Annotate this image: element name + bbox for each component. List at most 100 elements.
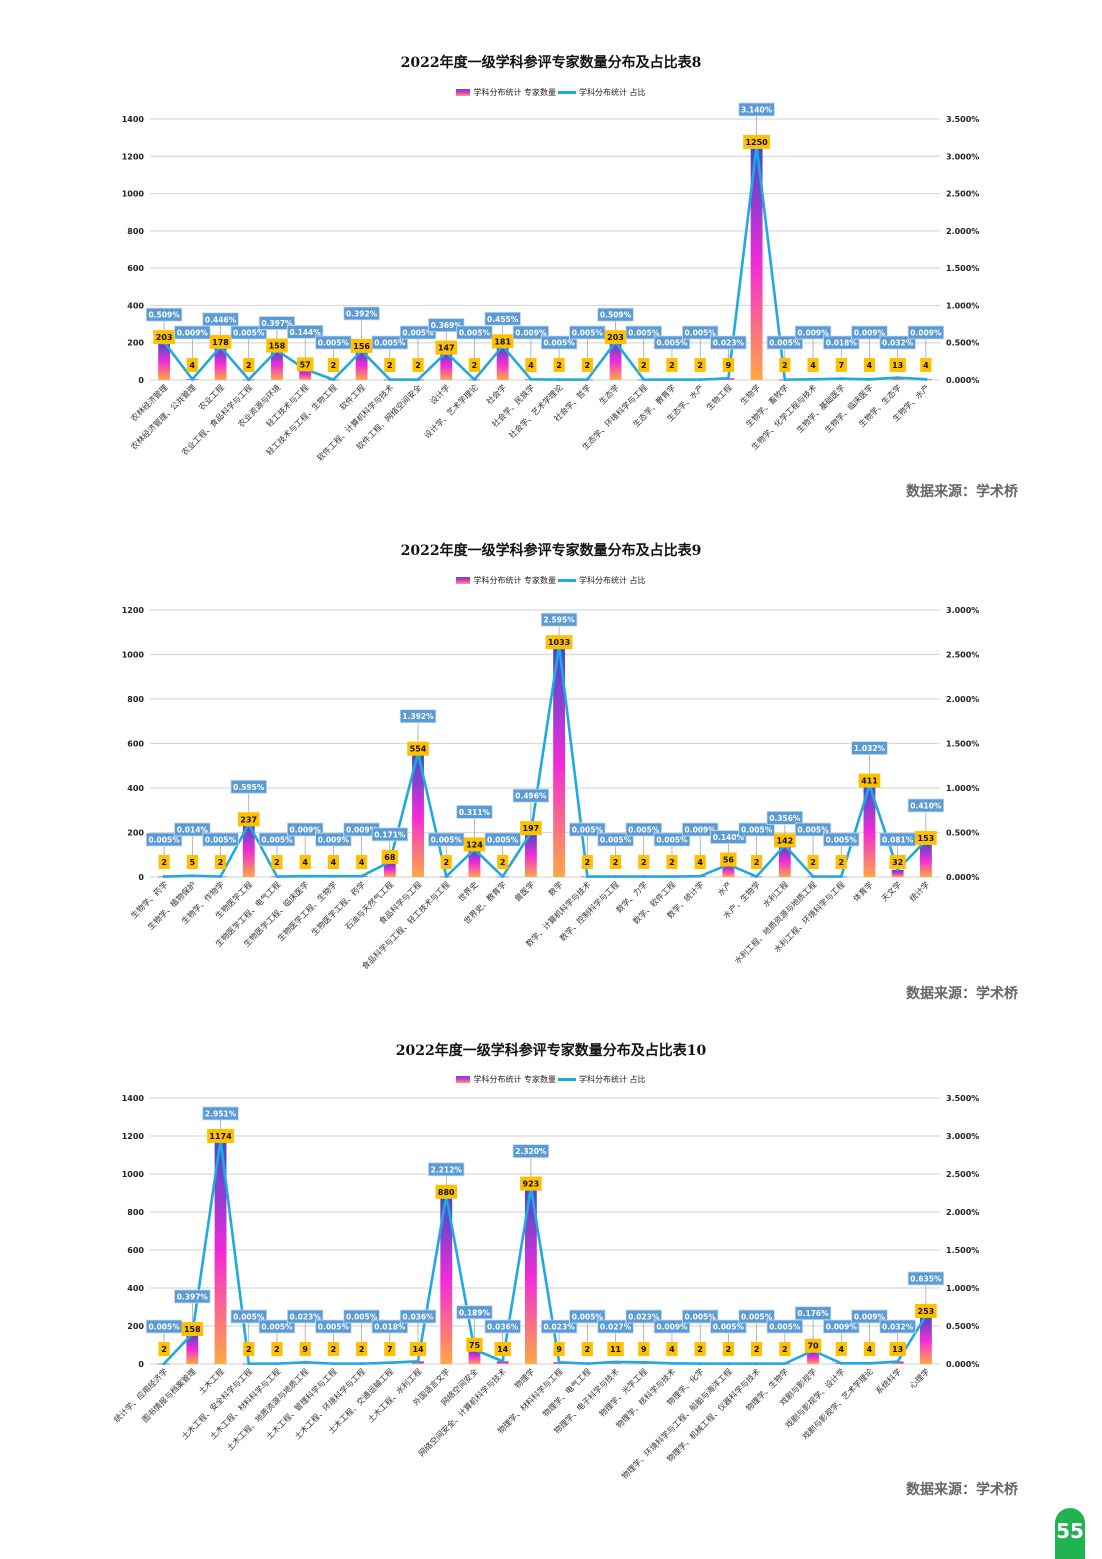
line-point — [303, 1360, 307, 1364]
value-label-bg — [604, 330, 627, 345]
y-tick-label: 600 — [127, 1246, 144, 1255]
value-label-bg — [520, 821, 542, 836]
value-label-bg — [266, 338, 288, 353]
value-label-bg — [435, 340, 458, 355]
percent-label-bg — [399, 1309, 437, 1324]
line-point — [331, 1362, 335, 1366]
value-label: 2 — [443, 858, 449, 867]
y2-tick-label: 2.500% — [946, 651, 979, 660]
percent-label-bg — [315, 1319, 352, 1334]
y-tick-label: 0 — [138, 1360, 144, 1369]
value-label-bg — [412, 358, 424, 372]
percent-label-bg — [597, 307, 634, 322]
value-label-bg — [666, 358, 678, 372]
value-label: 253 — [918, 1307, 935, 1316]
line-point — [839, 875, 843, 879]
percent-label: 0.635% — [910, 1274, 942, 1283]
line-point — [331, 378, 335, 382]
line-point — [698, 1362, 702, 1366]
value-label-bg — [153, 330, 175, 345]
percent-label: 0.009% — [854, 329, 886, 338]
legend-bar-swatch — [456, 577, 471, 584]
value-label-bg — [835, 855, 847, 869]
percent-line — [164, 644, 927, 878]
y-tick-label: 400 — [127, 784, 144, 793]
x-category-label: 土木工程 — [196, 1366, 226, 1396]
value-label-bg — [299, 1342, 311, 1356]
percent-label-bg — [681, 1309, 719, 1324]
value-label: 2 — [585, 858, 591, 867]
value-label-bg — [466, 1337, 483, 1352]
legend-line-label: 学科分布统计 占比 — [579, 88, 646, 97]
value-label: 2 — [669, 361, 675, 370]
x-category-label: 物理学、光学工程 — [597, 1366, 649, 1418]
percent-label-bg — [512, 325, 550, 340]
value-label-bg — [743, 134, 771, 149]
bar — [891, 869, 904, 877]
percent-label: 0.005% — [205, 836, 237, 845]
value-label-bg — [609, 855, 622, 869]
data-source-label: 数据来源：学术桥 — [906, 986, 1018, 1002]
line-point — [614, 1360, 618, 1364]
percent-label: 0.005% — [628, 826, 660, 835]
value-label-bg — [889, 358, 906, 372]
page-number-badge: 55 — [1055, 1508, 1085, 1559]
value-label-bg — [694, 1342, 706, 1356]
percent-label-bg — [766, 811, 804, 825]
percent-label: 0.392% — [346, 309, 378, 318]
y2-tick-label: 0.000% — [946, 1360, 979, 1369]
value-label-bg — [243, 1342, 255, 1356]
bar — [863, 785, 876, 877]
percent-label-bg — [681, 325, 719, 340]
value-label-bg — [889, 855, 906, 869]
percent-label: 2.212% — [431, 1165, 463, 1174]
percent-label-bg — [710, 830, 747, 844]
value-label: 4 — [867, 361, 873, 370]
value-label-bg — [751, 1342, 763, 1356]
value-label: 4 — [867, 1345, 873, 1354]
value-label: 2 — [641, 361, 647, 370]
percent-label-bg — [766, 335, 804, 350]
percent-label: 0.009% — [318, 836, 350, 845]
value-label: 153 — [918, 834, 935, 843]
bar — [271, 350, 283, 380]
line-point — [585, 1362, 589, 1366]
value-label-bg — [497, 855, 509, 869]
line-point — [360, 874, 364, 878]
line-point — [472, 378, 476, 382]
line-point — [670, 1361, 674, 1365]
percent-label-bg — [371, 335, 409, 350]
value-label-bg — [356, 855, 368, 869]
value-label: 4 — [190, 361, 196, 370]
x-category-label: 物理学 — [512, 1366, 536, 1390]
value-label-bg — [158, 1342, 170, 1356]
y-tick-label: 200 — [127, 1322, 144, 1331]
line-point — [388, 378, 392, 382]
percent-label: 0.005% — [741, 1313, 773, 1322]
value-label-bg — [889, 1342, 906, 1356]
y2-tick-label: 2.000% — [946, 1208, 979, 1217]
percent-label: 0.005% — [543, 339, 575, 348]
chart-legend: 学科分布统计 专家数量 学科分布统计 占比 — [0, 575, 1102, 586]
percent-label-bg — [823, 1319, 860, 1334]
line-point — [896, 1360, 900, 1364]
y-tick-label: 400 — [127, 1284, 144, 1293]
legend-line-swatch — [558, 579, 576, 582]
percent-label: 0.171% — [374, 830, 406, 839]
bar — [553, 647, 566, 877]
y2-tick-label: 1.500% — [946, 264, 979, 273]
value-label: 142 — [776, 836, 793, 845]
percent-label-bg — [625, 1309, 662, 1324]
percent-label: 2.320% — [515, 1147, 547, 1156]
bar — [524, 1188, 537, 1364]
percent-label: 0.023% — [543, 1323, 575, 1332]
percent-label: 0.014% — [177, 826, 209, 835]
percent-label: 0.446% — [205, 315, 237, 324]
value-label-bg — [581, 358, 593, 372]
value-label: 2 — [415, 361, 421, 370]
value-label-bg — [209, 334, 232, 349]
percent-label-bg — [428, 318, 465, 332]
percent-label-bg — [202, 832, 239, 847]
legend-line-label: 学科分布统计 占比 — [579, 576, 646, 585]
